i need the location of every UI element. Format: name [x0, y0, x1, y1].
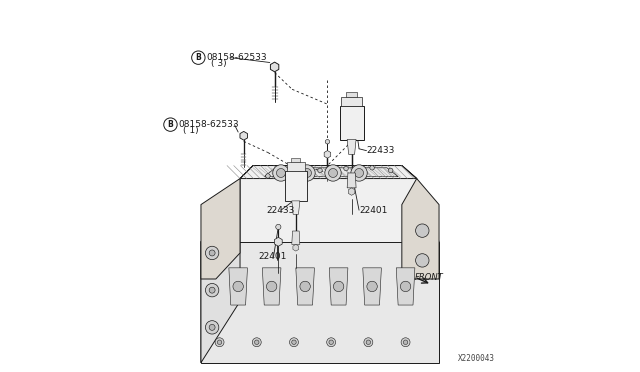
- Circle shape: [325, 165, 341, 181]
- Circle shape: [215, 338, 224, 347]
- Text: X2200043: X2200043: [458, 354, 495, 363]
- Polygon shape: [363, 268, 381, 305]
- Circle shape: [355, 169, 364, 177]
- Polygon shape: [324, 151, 331, 158]
- Circle shape: [255, 340, 259, 344]
- Polygon shape: [347, 173, 356, 188]
- Circle shape: [266, 174, 270, 178]
- Circle shape: [266, 281, 277, 292]
- Text: B: B: [168, 120, 173, 129]
- Polygon shape: [240, 166, 417, 179]
- Circle shape: [300, 281, 310, 292]
- Circle shape: [164, 118, 177, 131]
- Circle shape: [344, 166, 348, 171]
- Polygon shape: [396, 268, 415, 305]
- Text: 08158-62533: 08158-62533: [207, 53, 267, 62]
- Circle shape: [218, 340, 222, 344]
- Circle shape: [333, 281, 344, 292]
- Circle shape: [209, 287, 215, 293]
- Circle shape: [233, 281, 243, 292]
- Polygon shape: [264, 168, 398, 177]
- Circle shape: [401, 338, 410, 347]
- Circle shape: [318, 168, 322, 173]
- Text: ( 3): ( 3): [211, 60, 227, 68]
- Text: ( 1): ( 1): [183, 126, 199, 135]
- Circle shape: [292, 340, 296, 344]
- Circle shape: [276, 169, 285, 177]
- Polygon shape: [201, 166, 439, 363]
- Polygon shape: [292, 201, 300, 214]
- Circle shape: [388, 168, 393, 173]
- Circle shape: [415, 224, 429, 237]
- Polygon shape: [229, 268, 248, 305]
- Circle shape: [370, 166, 374, 170]
- Circle shape: [205, 246, 219, 260]
- Circle shape: [273, 165, 289, 181]
- Polygon shape: [240, 131, 248, 140]
- Polygon shape: [275, 237, 282, 246]
- Circle shape: [329, 340, 333, 344]
- Circle shape: [289, 338, 298, 347]
- Polygon shape: [293, 244, 299, 251]
- Polygon shape: [348, 188, 355, 195]
- Polygon shape: [402, 179, 439, 279]
- Circle shape: [401, 281, 411, 292]
- Circle shape: [364, 338, 373, 347]
- Circle shape: [325, 140, 330, 144]
- Polygon shape: [271, 62, 279, 72]
- Polygon shape: [296, 268, 314, 305]
- Circle shape: [209, 324, 215, 330]
- Circle shape: [205, 283, 219, 297]
- Polygon shape: [201, 242, 439, 363]
- Circle shape: [191, 51, 205, 64]
- Polygon shape: [330, 268, 348, 305]
- Circle shape: [351, 165, 367, 181]
- Circle shape: [292, 170, 296, 174]
- Polygon shape: [292, 231, 300, 244]
- Text: B: B: [195, 53, 201, 62]
- Text: 22433: 22433: [367, 146, 395, 155]
- Circle shape: [276, 224, 281, 230]
- Text: 22401: 22401: [359, 206, 387, 215]
- FancyBboxPatch shape: [287, 162, 305, 171]
- Polygon shape: [347, 140, 356, 154]
- FancyBboxPatch shape: [346, 92, 356, 97]
- FancyBboxPatch shape: [341, 97, 362, 106]
- Circle shape: [366, 340, 371, 344]
- Circle shape: [403, 340, 408, 344]
- Circle shape: [328, 169, 337, 177]
- Text: 08158-62533: 08158-62533: [179, 120, 239, 129]
- Circle shape: [415, 254, 429, 267]
- Text: 22401: 22401: [259, 252, 287, 261]
- Text: 22433: 22433: [266, 206, 294, 215]
- Text: FRONT: FRONT: [415, 273, 444, 282]
- FancyBboxPatch shape: [291, 158, 300, 162]
- Polygon shape: [201, 179, 240, 279]
- Polygon shape: [201, 179, 240, 363]
- Circle shape: [367, 281, 378, 292]
- Circle shape: [209, 250, 215, 256]
- FancyBboxPatch shape: [340, 106, 364, 140]
- Circle shape: [299, 165, 315, 181]
- FancyBboxPatch shape: [285, 171, 307, 201]
- Circle shape: [252, 338, 261, 347]
- Polygon shape: [262, 268, 281, 305]
- Circle shape: [303, 169, 312, 177]
- Circle shape: [326, 338, 335, 347]
- Circle shape: [205, 321, 219, 334]
